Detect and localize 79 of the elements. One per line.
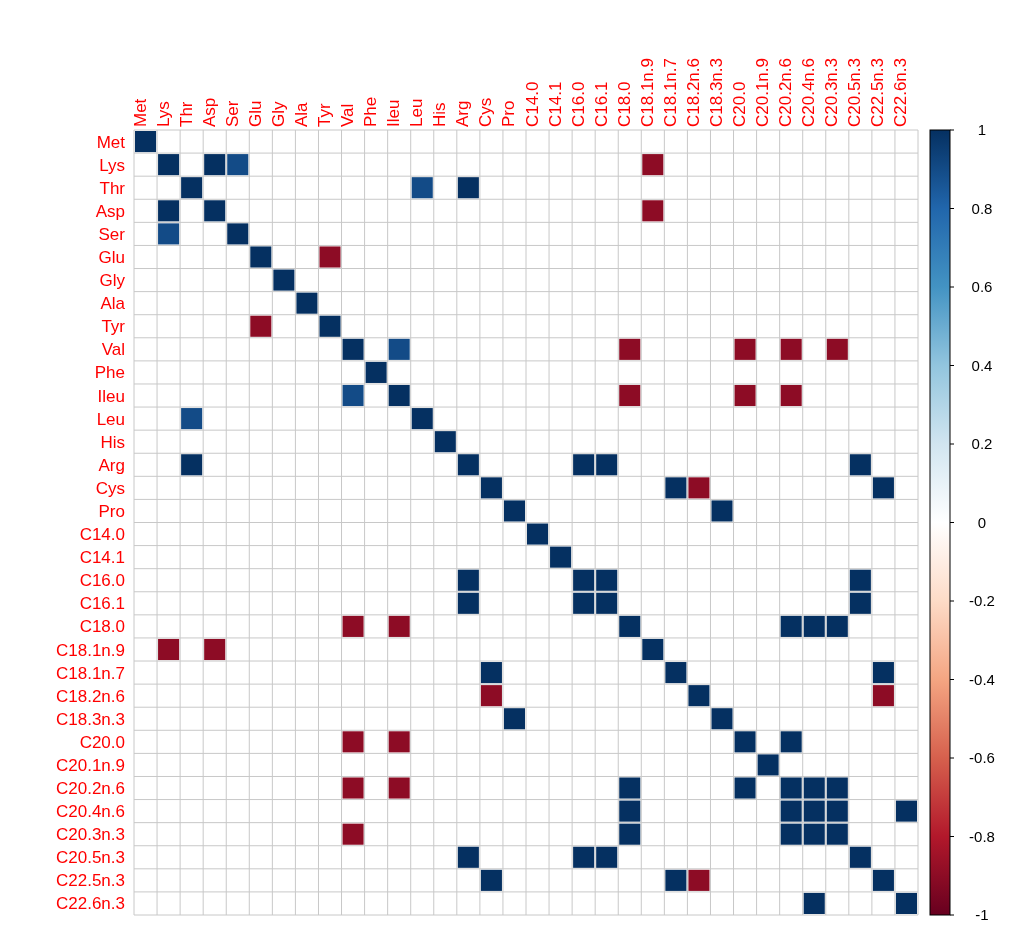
y-tick-label: Leu bbox=[96, 409, 125, 429]
x-tick-label: Gly bbox=[268, 101, 288, 127]
y-tick-label: C22.6n.3 bbox=[56, 894, 125, 914]
x-tick-label: Arg bbox=[453, 100, 473, 127]
y-tick-label: C20.5n.3 bbox=[56, 848, 125, 868]
x-tick-label: Val bbox=[338, 103, 358, 127]
y-tick-label: Phe bbox=[94, 363, 125, 383]
y-tick-label: His bbox=[100, 432, 125, 452]
x-tick-label: C18.1n.9 bbox=[637, 58, 657, 127]
x-tick-label: Lys bbox=[153, 101, 173, 127]
x-tick-label: Phe bbox=[361, 96, 381, 127]
color-bar-label: -0.8 bbox=[969, 827, 995, 845]
y-tick-label: C22.5n.3 bbox=[56, 871, 125, 891]
y-tick-label: Asp bbox=[95, 201, 125, 221]
x-tick-label: C20.1n.9 bbox=[753, 58, 773, 127]
y-tick-label: C14.1 bbox=[79, 548, 125, 568]
y-tick-label: Ala bbox=[100, 294, 126, 314]
color-bar-label: 0.2 bbox=[971, 435, 993, 453]
x-tick-label: Met bbox=[130, 98, 150, 127]
y-tick-label: C20.1n.9 bbox=[56, 755, 125, 775]
y-tick-label: Lys bbox=[99, 155, 125, 175]
x-tick-label: Glu bbox=[245, 100, 265, 127]
x-tick-label: C18.1n.7 bbox=[660, 58, 680, 127]
x-tick-label: Ileu bbox=[384, 99, 404, 127]
y-tick-label: C20.2n.6 bbox=[56, 779, 125, 799]
x-tick-label: C22.5n.3 bbox=[868, 58, 888, 127]
x-tick-label: Ser bbox=[222, 100, 242, 127]
y-tick-label: Met bbox=[96, 132, 126, 152]
x-tick-label: Asp bbox=[199, 97, 219, 127]
y-tick-label: Glu bbox=[98, 248, 125, 268]
x-tick-label: C20.4n.6 bbox=[799, 58, 819, 127]
y-tick-label: Ileu bbox=[97, 386, 125, 406]
y-tick-label: C20.0 bbox=[79, 732, 125, 752]
x-tick-label: C20.5n.3 bbox=[845, 58, 865, 127]
x-tick-label: Cys bbox=[476, 97, 496, 127]
x-tick-label: His bbox=[430, 102, 450, 127]
y-tick-label: C18.1n.9 bbox=[56, 640, 125, 660]
color-bar-label: -1 bbox=[975, 906, 989, 924]
y-tick-label: C16.1 bbox=[79, 594, 125, 614]
x-tick-label: C18.0 bbox=[614, 81, 634, 127]
y-tick-label: Arg bbox=[98, 455, 125, 475]
x-tick-label: C16.1 bbox=[591, 81, 611, 127]
y-tick-label: C18.3n.3 bbox=[56, 709, 125, 729]
x-tick-label: C20.3n.3 bbox=[822, 58, 842, 127]
x-tick-label: Ala bbox=[291, 101, 311, 127]
y-tick-label: Tyr bbox=[101, 317, 126, 337]
y-tick-label: C20.3n.3 bbox=[56, 825, 125, 845]
color-bar-label: -0.2 bbox=[969, 592, 995, 610]
x-tick-label: C14.1 bbox=[545, 81, 565, 127]
x-tick-label: C18.2n.6 bbox=[683, 58, 703, 127]
y-tick-label: C20.4n.6 bbox=[56, 802, 125, 822]
x-tick-label: C14.0 bbox=[522, 81, 542, 127]
x-tick-label: C20.2n.6 bbox=[776, 58, 796, 127]
y-tick-label: C18.0 bbox=[79, 617, 125, 637]
color-bar-label: 0.6 bbox=[971, 278, 993, 296]
x-tick-label: Leu bbox=[407, 98, 427, 127]
y-tick-label: Cys bbox=[95, 478, 125, 498]
y-tick-label: C14.0 bbox=[79, 525, 125, 545]
y-tick-label: C18.1n.7 bbox=[56, 663, 125, 683]
y-tick-label: C18.2n.6 bbox=[56, 686, 125, 706]
x-tick-label: C18.3n.3 bbox=[707, 58, 726, 127]
color-bar-label: -0.6 bbox=[969, 749, 995, 767]
y-tick-label: C16.0 bbox=[79, 571, 125, 591]
color-bar-label: 0.4 bbox=[971, 356, 993, 374]
x-tick-label: C16.0 bbox=[568, 81, 588, 127]
y-tick-label: Thr bbox=[99, 178, 126, 198]
y-tick-label: Ser bbox=[98, 224, 126, 244]
x-tick-label: C22.6n.3 bbox=[891, 58, 911, 127]
y-tick-label: Val bbox=[101, 340, 125, 360]
x-tick-label: Tyr bbox=[315, 103, 334, 127]
x-tick-label: Thr bbox=[176, 101, 196, 127]
x-tick-label: C20.0 bbox=[730, 81, 750, 127]
color-bar-label: -0.4 bbox=[969, 670, 995, 688]
color-bar-label: 0 bbox=[977, 513, 987, 531]
y-tick-label: Gly bbox=[99, 271, 126, 291]
color-bar-label: 0.8 bbox=[971, 199, 993, 217]
x-tick-label: Pro bbox=[499, 100, 519, 127]
y-tick-label: Pro bbox=[98, 501, 125, 521]
color-bar-label: 1 bbox=[977, 121, 987, 139]
